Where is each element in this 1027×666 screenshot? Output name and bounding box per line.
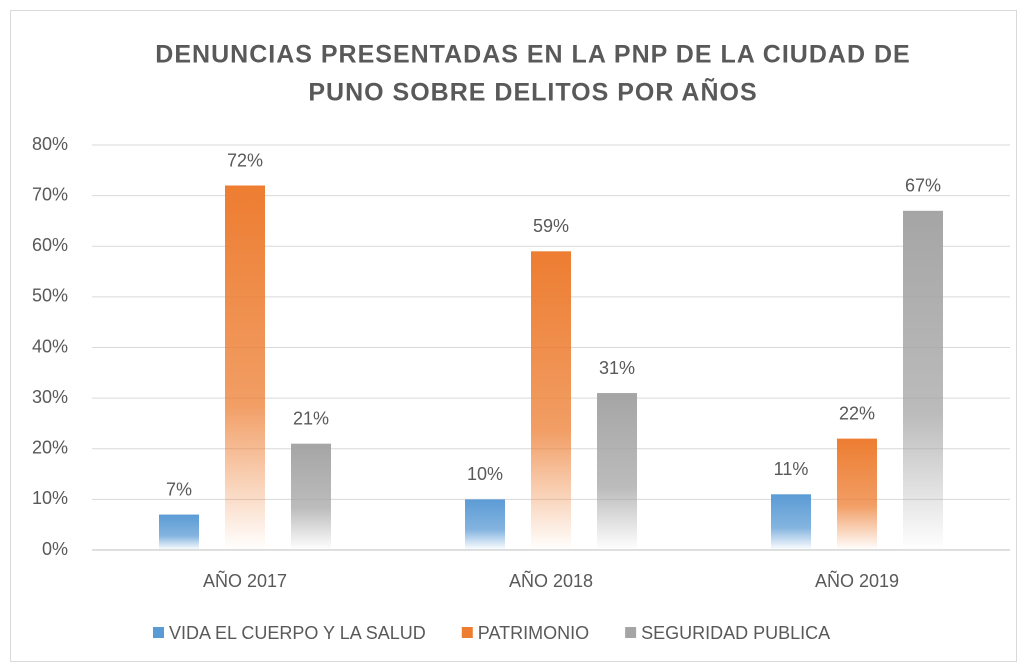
bar (465, 499, 505, 550)
legend-label: VIDA EL CUERPO Y LA SALUD (169, 623, 426, 643)
data-label: 67% (905, 176, 941, 196)
data-label: 72% (227, 150, 263, 170)
y-tick-label: 50% (32, 286, 68, 306)
y-tick-label: 30% (32, 387, 68, 407)
x-tick-label: AÑO 2018 (509, 570, 593, 591)
bar (597, 393, 637, 550)
data-label: 11% (774, 459, 809, 479)
y-tick-label: 80% (32, 134, 68, 154)
bar (225, 185, 265, 550)
x-tick-label: AÑO 2019 (815, 570, 899, 591)
y-tick-label: 10% (32, 488, 68, 508)
y-tick-label: 20% (32, 438, 68, 458)
x-tick-label: AÑO 2017 (203, 570, 287, 591)
chart-border (10, 10, 1017, 662)
data-label: 10% (467, 464, 503, 484)
legend-swatch (625, 627, 637, 638)
bar (531, 251, 571, 550)
legend-swatch (461, 627, 473, 638)
legend-label: SEGURIDAD PUBLICA (641, 623, 830, 643)
chart-title: DENUNCIAS PRESENTADAS EN LA PNP DE LA CI… (155, 41, 910, 69)
y-tick-label: 40% (32, 336, 68, 356)
y-tick-label: 60% (32, 235, 68, 255)
legend-swatch (153, 627, 164, 638)
y-tick-label: 0% (42, 539, 68, 559)
data-label: 59% (533, 216, 569, 236)
bar (771, 494, 811, 550)
data-label: 22% (839, 403, 875, 423)
bar (159, 514, 199, 550)
data-label: 7% (166, 479, 192, 499)
data-label: 31% (599, 358, 635, 378)
data-label: 21% (293, 408, 329, 428)
bar (903, 210, 943, 550)
bar (837, 438, 877, 550)
chart-title: PUNO SOBRE DELITOS POR AÑOS (308, 77, 757, 107)
y-tick-label: 70% (32, 184, 68, 204)
legend-label: PATRIMONIO (478, 623, 589, 643)
bar (291, 443, 331, 550)
